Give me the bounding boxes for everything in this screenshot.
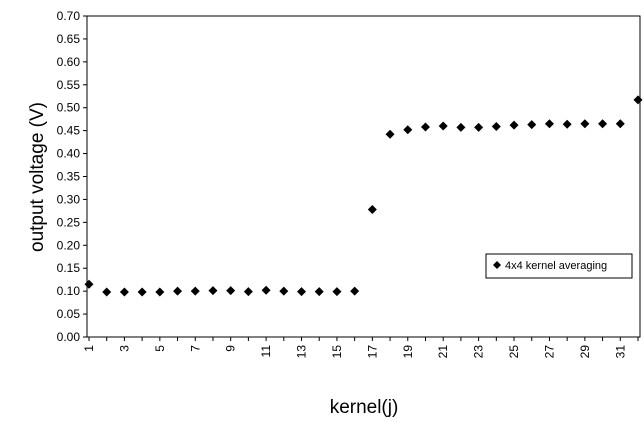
x-tick-label: 21 bbox=[436, 345, 450, 359]
y-tick-label: 0.50 bbox=[57, 101, 81, 115]
data-point bbox=[580, 119, 590, 129]
legend-marker bbox=[493, 261, 501, 269]
y-tick-label: 0.25 bbox=[57, 215, 81, 229]
x-tick-label: 17 bbox=[365, 345, 379, 359]
x-tick-label: 15 bbox=[330, 345, 344, 359]
y-tick-label: 0.70 bbox=[57, 9, 81, 23]
y-tick-label: 0.05 bbox=[57, 307, 81, 321]
legend-box bbox=[485, 253, 633, 279]
data-point bbox=[173, 286, 183, 296]
data-point bbox=[420, 122, 430, 132]
x-tick-label: 19 bbox=[401, 345, 415, 359]
legend-label: 4x4 kernel averaging bbox=[505, 260, 607, 272]
data-point bbox=[243, 287, 253, 297]
data-point bbox=[119, 287, 129, 297]
data-point bbox=[297, 287, 307, 297]
data-point bbox=[598, 119, 608, 129]
data-point bbox=[456, 122, 466, 132]
x-tick-label: 1 bbox=[82, 345, 96, 352]
data-point bbox=[633, 95, 643, 105]
data-point bbox=[226, 286, 236, 296]
y-tick-label: 0.10 bbox=[57, 284, 81, 298]
data-point bbox=[509, 120, 519, 130]
y-axis-title: output voltage (V) bbox=[27, 102, 48, 252]
data-point bbox=[544, 119, 554, 129]
data-point bbox=[385, 129, 395, 139]
data-point bbox=[403, 125, 413, 135]
y-axis-ticks: 0.00 0.05 0.10 0.15 0.20 0.25 0.30 0.35 0.40 0.45… bbox=[57, 9, 87, 344]
y-tick-label: 0.65 bbox=[57, 32, 81, 46]
x-tick-label: 5 bbox=[153, 345, 167, 352]
x-tick-label: 25 bbox=[507, 345, 521, 359]
x-axis-ticks: 1 3 5 7 9 11 13 15 17 19 21 23 25 27 29 31 bbox=[82, 337, 639, 359]
x-tick-label: 3 bbox=[117, 345, 131, 352]
x-tick-label: 13 bbox=[295, 345, 309, 359]
data-point bbox=[527, 120, 537, 130]
data-points bbox=[84, 95, 643, 297]
y-tick-label: 0.35 bbox=[57, 170, 81, 184]
data-point bbox=[155, 287, 165, 297]
y-tick-label: 0.60 bbox=[57, 55, 81, 69]
y-tick-label: 0.45 bbox=[57, 124, 81, 138]
x-tick-label: 29 bbox=[578, 345, 592, 359]
data-point bbox=[137, 287, 147, 297]
y-tick-label: 0.20 bbox=[57, 238, 81, 252]
data-point bbox=[261, 285, 271, 295]
data-point bbox=[562, 119, 572, 129]
y-tick-label: 0.40 bbox=[57, 147, 81, 161]
data-point bbox=[314, 287, 324, 297]
data-point bbox=[615, 119, 625, 129]
legend: 4x4 kernel averaging bbox=[485, 253, 633, 279]
data-point bbox=[190, 286, 200, 296]
x-tick-label: 27 bbox=[542, 345, 556, 359]
data-point bbox=[208, 286, 218, 296]
data-point bbox=[350, 286, 360, 296]
data-point bbox=[438, 121, 448, 131]
data-point bbox=[279, 286, 289, 296]
y-tick-label: 0.30 bbox=[57, 192, 81, 206]
x-tick-label: 23 bbox=[472, 345, 486, 359]
data-point bbox=[332, 287, 342, 297]
data-point bbox=[367, 205, 377, 215]
data-point bbox=[102, 287, 112, 297]
y-tick-label: 0.55 bbox=[57, 78, 81, 92]
x-tick-label: 7 bbox=[188, 345, 202, 352]
x-tick-label: 11 bbox=[259, 345, 273, 358]
plot-area bbox=[86, 15, 641, 338]
x-tick-label: 9 bbox=[224, 345, 238, 352]
x-axis-title: kernel(j) bbox=[330, 397, 399, 418]
data-point bbox=[474, 122, 484, 132]
data-point bbox=[84, 279, 94, 289]
y-tick-label: 0.00 bbox=[57, 330, 81, 344]
x-tick-label: 31 bbox=[613, 345, 627, 359]
y-tick-label: 0.15 bbox=[57, 261, 81, 275]
data-point bbox=[491, 122, 501, 132]
